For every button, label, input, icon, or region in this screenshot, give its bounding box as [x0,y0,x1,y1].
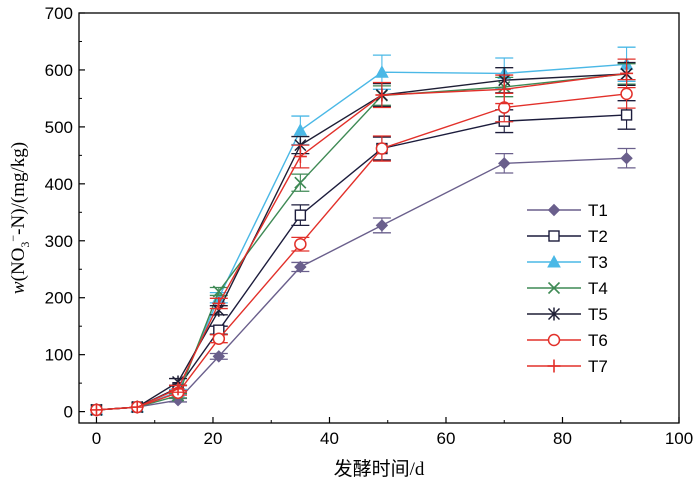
data-point-shape [620,109,633,121]
y-axis-title: w(NO3−-N)/(mg/kg) [6,142,32,294]
data-point-shape [620,152,633,165]
data-point-shape [212,350,226,363]
legend-entry-t6: T6 [527,331,608,350]
series-line [96,157,627,411]
data-point-shape [620,87,633,101]
data-point [212,332,226,345]
y-axis-title-rest: -N)/(mg/kg) [8,142,29,235]
data-point [294,237,307,251]
y-tick-label: 500 [45,118,73,137]
data-point [375,142,389,155]
data-point [375,65,389,78]
series-line [96,93,627,411]
series-line [96,73,627,411]
data-point [620,109,633,121]
data-point [130,400,144,414]
legend-entry-t3: T3 [527,253,608,272]
legend-marker-shape [547,203,561,217]
data-point [620,152,633,165]
data-point [294,176,307,189]
x-tick-label: 60 [437,429,456,448]
series-line [96,72,627,411]
legend-label: T5 [588,305,608,324]
series-t6 [90,78,636,417]
legend-marker [547,307,561,321]
data-point-shape [294,209,307,221]
legend-label: T7 [588,357,608,376]
data-point [375,219,389,232]
x-tick-label: 80 [553,429,572,448]
legend-marker-shape [547,333,561,347]
data-point [620,87,633,101]
data-point [212,285,225,298]
legend-entry-t2: T2 [527,227,608,246]
legend-label: T4 [588,279,608,298]
plot-frame [78,12,680,424]
data-point [171,382,185,396]
y-axis-title-sup: − [6,235,20,242]
data-point [294,260,307,274]
legend-entry-t7: T7 [527,357,608,376]
y-axis-title-open: (NO [8,248,29,282]
legend-entry-t5: T5 [527,305,608,324]
data-point-shape [375,219,389,232]
data-point-shape [212,332,226,345]
y-tick-label: 700 [45,4,73,23]
data-point [497,82,511,96]
data-point [498,157,511,170]
data-point [620,66,634,80]
data-point [89,403,103,417]
y-tick-label: 300 [45,232,73,251]
legend-marker-stroke-b [547,281,561,295]
data-point-shape [375,65,389,78]
legend-label: T1 [588,201,608,220]
data-point-stroke-b [294,176,307,189]
legend: T1 T2 T3 T4 T5 T6 T7 [527,201,608,376]
legend-label: T6 [588,331,608,350]
data-point [375,88,389,102]
legend-marker-shape [548,230,560,242]
data-point [294,209,307,221]
data-point-stroke-b [212,285,225,298]
x-axis-title: 发酵时间/d [334,458,425,480]
legend-marker [547,359,561,373]
legend-marker [547,333,561,347]
y-tick-label: 600 [45,61,73,80]
series-t1 [90,147,636,417]
legend-marker [548,230,560,242]
legend-entry-t4: T4 [527,279,608,298]
data-point-shape [294,260,307,274]
data-point [293,123,308,136]
legend-entry-t1: T1 [527,201,608,220]
legend-marker [547,254,561,268]
data-point [212,296,226,310]
y-tick-label: 100 [45,346,73,365]
data-point [293,150,307,163]
series-layer [89,46,636,417]
y-tick-label: 200 [45,289,73,308]
series-line [96,73,627,411]
legend-marker [547,203,561,217]
legend-marker-shape [547,254,561,268]
legend-marker [547,281,561,295]
y-tick-label: 400 [45,175,73,194]
x-tick-label: 40 [320,429,339,448]
data-point [212,350,226,363]
y-axis-title-sub: 3 [18,242,32,248]
legend-label: T2 [588,227,608,246]
x-tick-label: 0 [92,429,101,448]
x-tick-label: 20 [204,429,223,448]
data-point-shape [293,123,308,136]
data-point-shape [375,142,389,155]
y-axis-title-w: w [8,281,29,294]
series-line [96,63,627,411]
series-t7 [89,58,636,417]
y-tick-label: 0 [64,403,73,422]
x-tick-label: 100 [665,429,693,448]
axis-ticks: 0 20 40 60 80 100 0 100 200 300 400 500 600 700 [45,4,694,448]
legend-label: T3 [588,253,608,272]
data-point-shape [294,237,307,251]
data-point-shape [498,157,511,170]
